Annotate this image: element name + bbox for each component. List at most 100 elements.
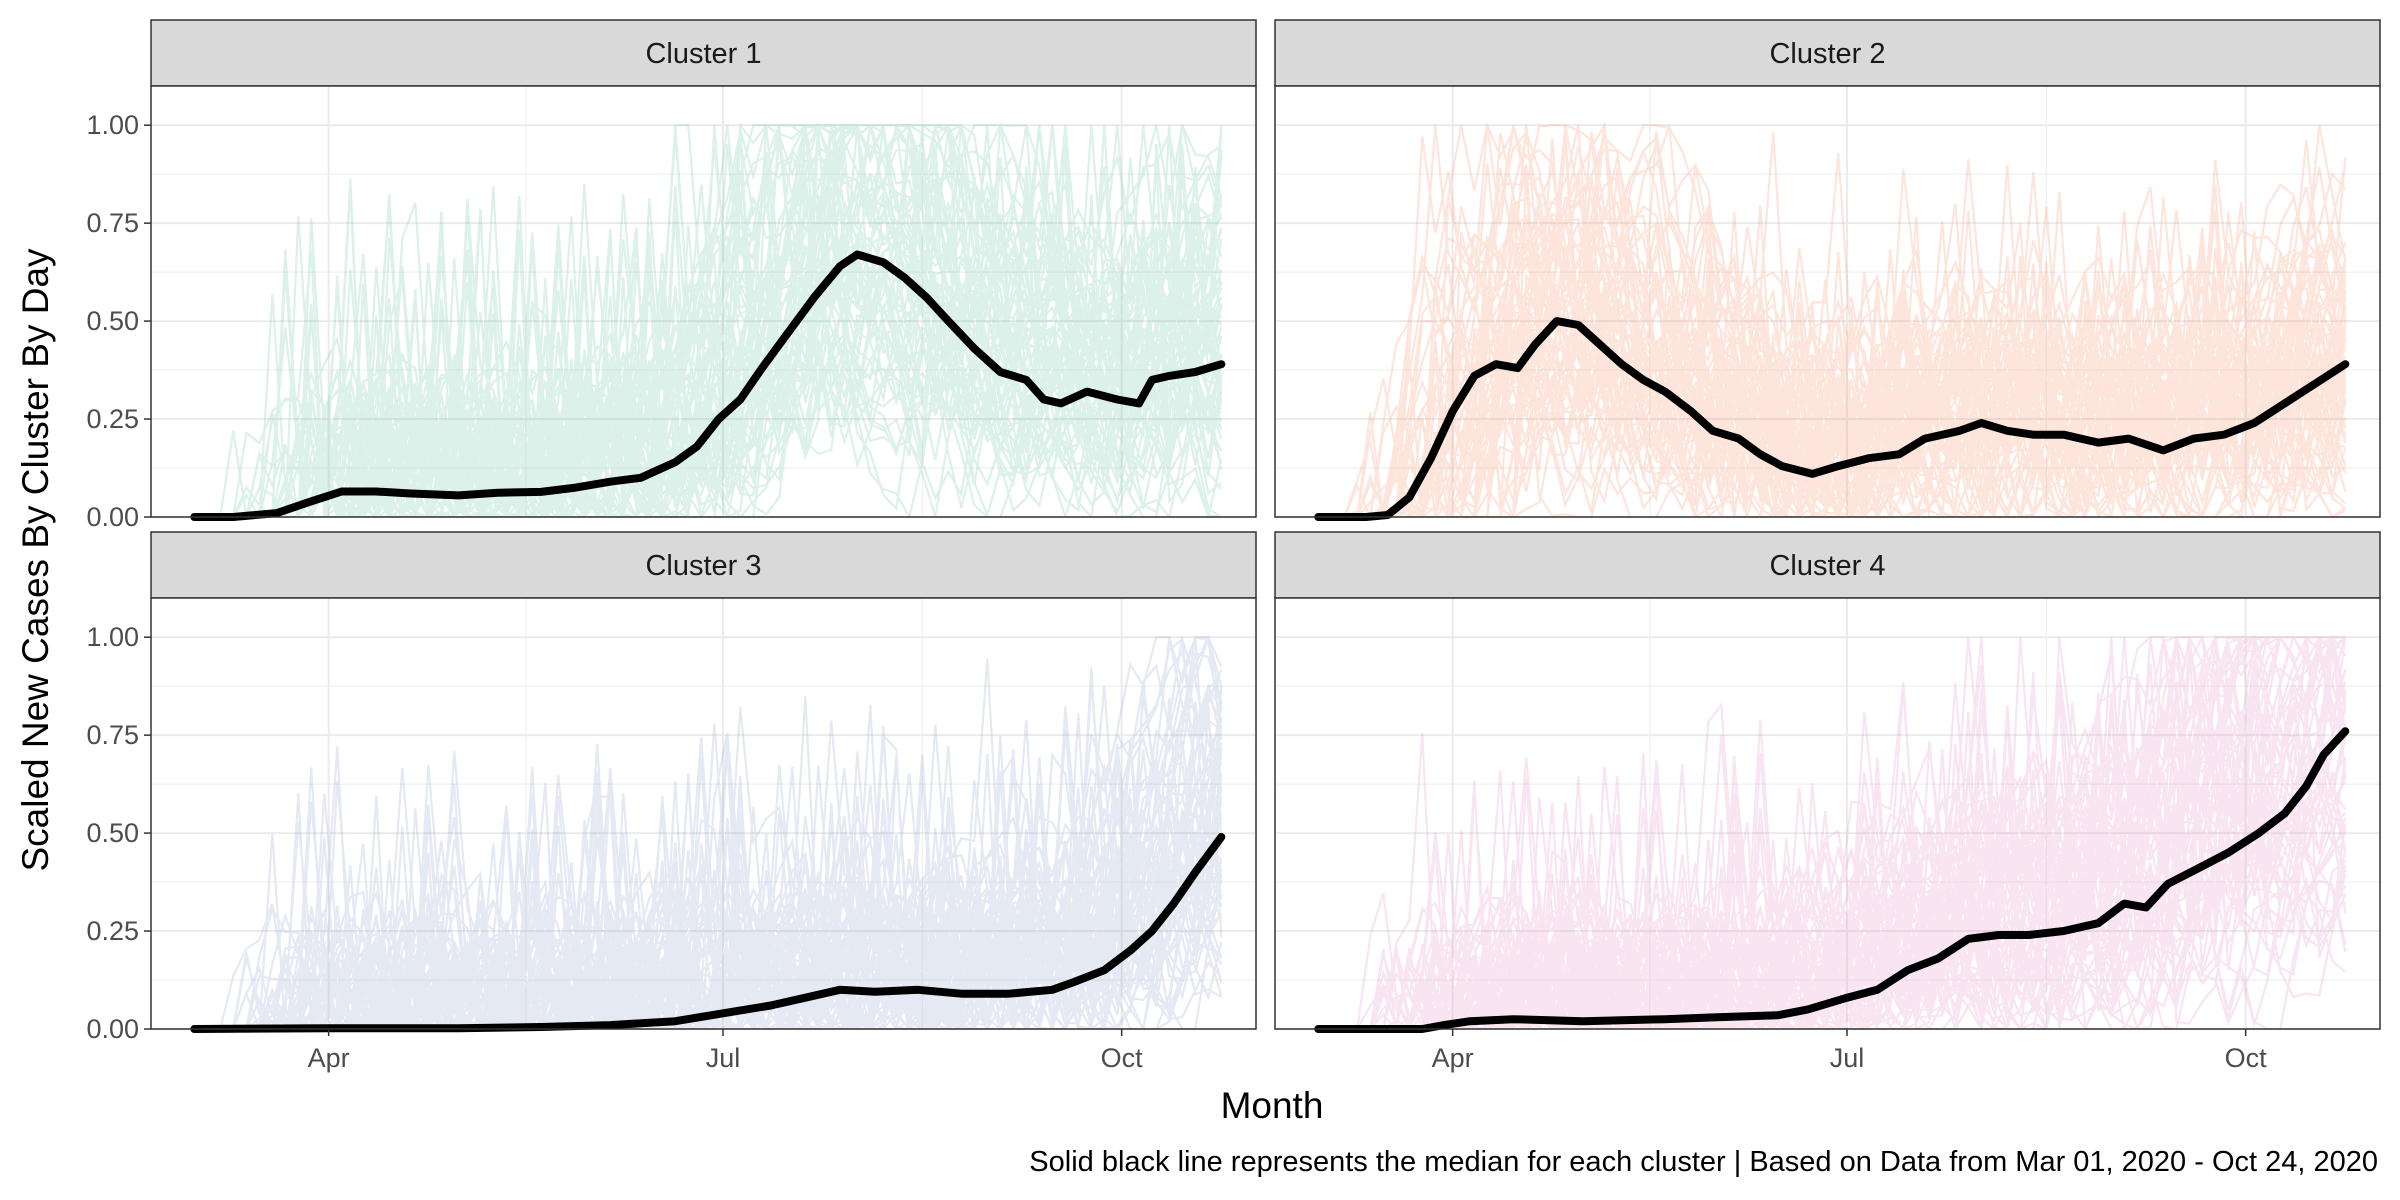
cluster-trace (1318, 636, 2346, 1029)
cluster-trace (1318, 132, 2347, 517)
cluster-trace (1318, 754, 2347, 1029)
cluster-trace (1318, 784, 2347, 1029)
cluster-trace (194, 809, 1223, 1029)
cluster-trace (194, 704, 1223, 1029)
cluster-trace (1318, 248, 2347, 517)
cluster-trace (194, 125, 1223, 517)
cluster-trace (1318, 279, 2347, 517)
cluster-trace (194, 633, 1223, 1029)
cluster-trace (1318, 636, 2347, 1029)
cluster-trace (194, 831, 1223, 1029)
facet-strip-label: Cluster 3 (645, 550, 761, 582)
y-tick-label: 0.75 (86, 720, 139, 750)
cluster-trace (194, 167, 1223, 517)
cluster-trace (194, 124, 1223, 517)
cluster-trace (194, 125, 1223, 517)
cluster-trace (194, 132, 1223, 517)
cluster-trace (194, 658, 1223, 1029)
cluster-trace (1318, 227, 2347, 517)
cluster-trace (194, 701, 1223, 1029)
cluster-trace (1318, 308, 2346, 517)
cluster-trace (1318, 637, 2347, 1029)
cluster-trace (1318, 636, 2346, 1029)
cluster-trace (194, 760, 1223, 1029)
cluster-trace (1318, 634, 2346, 1029)
cluster-trace (1318, 124, 2347, 517)
y-tick-label: 0.75 (86, 208, 139, 238)
panel-border (150, 597, 1257, 1030)
cluster-trace (1318, 709, 2347, 1029)
cluster-trace (1318, 636, 2346, 1029)
cluster-trace (1318, 171, 2347, 517)
cluster-trace (1318, 741, 2347, 1029)
cluster-trace (1318, 224, 2347, 517)
panel-border (1274, 597, 2381, 1030)
cluster-trace (1318, 636, 2347, 1029)
cluster-trace (1318, 248, 2347, 517)
cluster-trace (1318, 802, 2347, 1029)
cluster-trace (1318, 258, 2347, 517)
cluster-trace (1318, 636, 2346, 1029)
cluster-trace (1318, 772, 2347, 1029)
cluster-trace (1318, 730, 2347, 1029)
cluster-trace (194, 125, 1223, 517)
cluster-trace (194, 124, 1223, 517)
cluster-trace (194, 125, 1223, 517)
cluster-trace (194, 835, 1223, 1029)
plot-background (1275, 598, 2380, 1029)
cluster-trace (194, 637, 1223, 1029)
facet-panel: Cluster 4 Apr Jul Oct (1274, 531, 2381, 1073)
cluster-trace (1318, 163, 2347, 517)
median-line (190, 250, 1226, 521)
cluster-trace (1318, 705, 2347, 1029)
cluster-trace (194, 637, 1222, 1029)
cluster-trace (1318, 140, 2347, 517)
cluster-trace (1318, 860, 2346, 1029)
cluster-trace (194, 131, 1223, 517)
cluster-trace (1318, 164, 2347, 517)
cluster-trace (1318, 771, 2347, 1029)
cluster-trace (194, 764, 1223, 1029)
cluster-trace (194, 125, 1223, 517)
cluster-trace (194, 124, 1223, 517)
cluster-trace (1318, 636, 2346, 1029)
cluster-trace (194, 726, 1223, 1029)
cluster-trace (1318, 164, 2347, 517)
x-axis-title: Month (1221, 1085, 1324, 1126)
cluster-trace (1318, 636, 2346, 1029)
cluster-trace (194, 123, 1223, 517)
chart-caption: Solid black line represents the median f… (1029, 1146, 2378, 1178)
cluster-trace (194, 843, 1222, 1029)
y-tick-label: 0.25 (86, 916, 139, 946)
facet-strip-label: Cluster 4 (1769, 550, 1885, 582)
cluster-trace (194, 125, 1223, 517)
plot-background (151, 598, 1256, 1029)
cluster-trace (1318, 731, 2347, 1029)
cluster-trace (194, 130, 1222, 517)
cluster-trace (1318, 669, 2347, 1029)
cluster-trace (1318, 237, 2347, 517)
cluster-trace (194, 771, 1222, 1029)
cluster-trace (1318, 125, 2347, 517)
cluster-trace (194, 240, 1223, 517)
y-axis-title: Scaled New Cases By Cluster By Day (15, 248, 56, 872)
cluster-trace (194, 777, 1223, 1029)
cluster-trace (194, 194, 1222, 517)
cluster-trace (194, 692, 1223, 1029)
cluster-trace (194, 713, 1223, 1029)
cluster-trace (194, 636, 1223, 1029)
cluster-trace (194, 746, 1223, 1029)
cluster-trace (1318, 636, 2347, 1029)
cluster-trace (194, 747, 1223, 1029)
cluster-trace (194, 158, 1223, 517)
cluster-trace (194, 855, 1223, 1029)
cluster-trace (1318, 750, 2347, 1029)
cluster-trace (1318, 714, 2347, 1029)
cluster-trace (1318, 635, 2347, 1029)
x-tick-label: Apr (308, 1043, 350, 1073)
facet-panel: Cluster 3 0.00 0.25 0.50 0.75 1.00 Apr Jul Oct (86, 531, 1257, 1073)
cluster-trace (1318, 634, 2347, 1029)
cluster-trace (194, 200, 1222, 517)
cluster-trace (1318, 271, 2347, 517)
cluster-trace (194, 124, 1222, 517)
